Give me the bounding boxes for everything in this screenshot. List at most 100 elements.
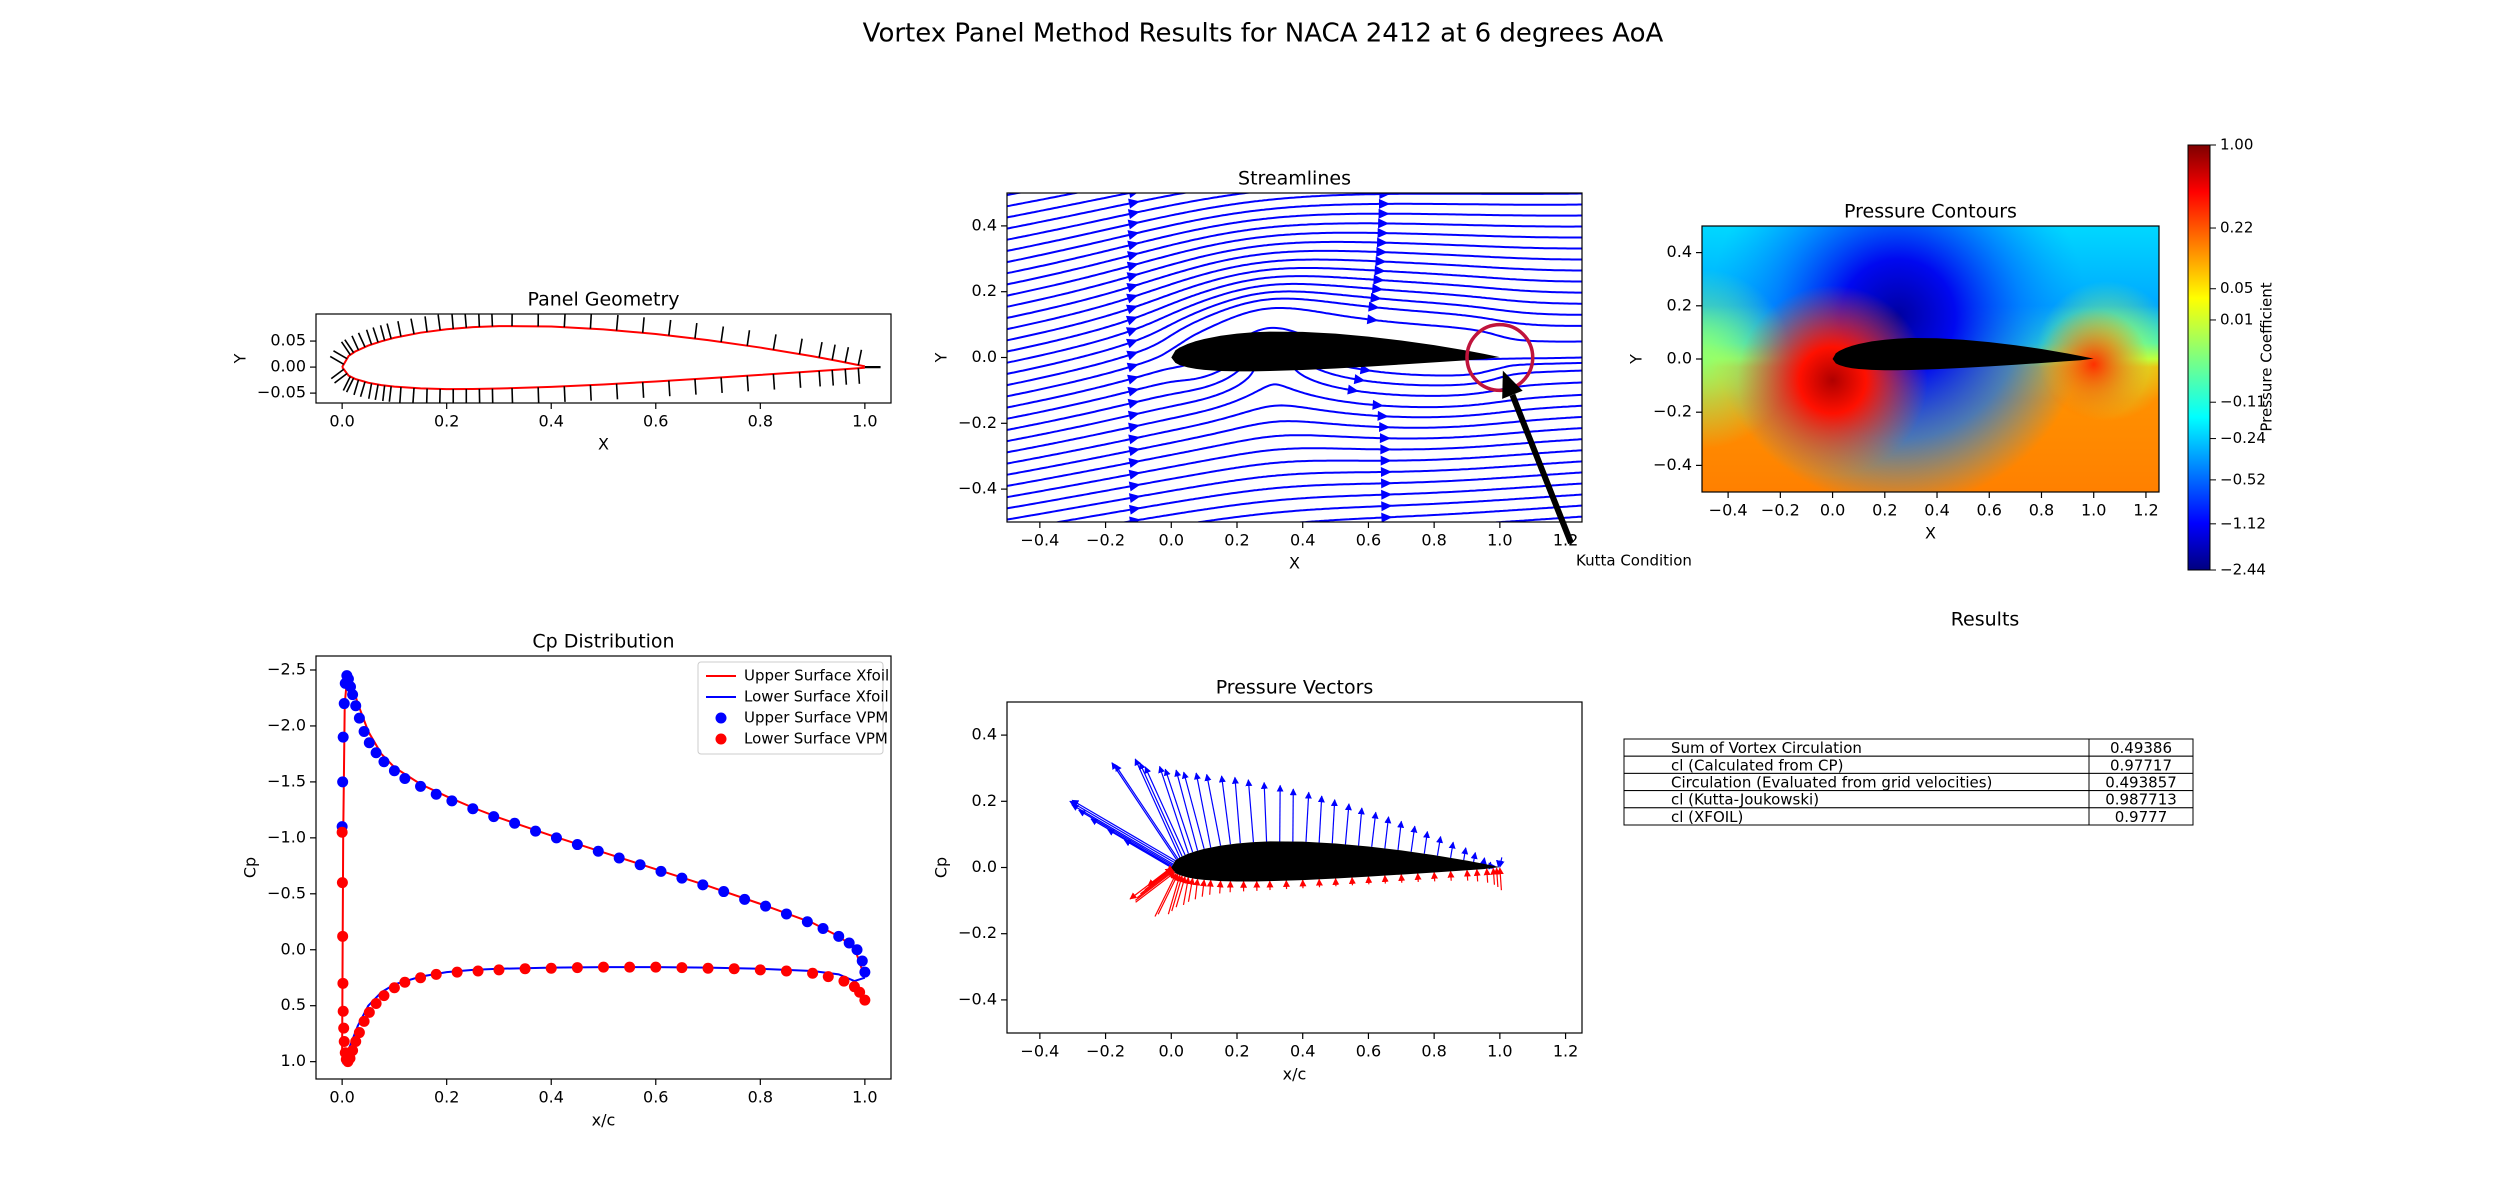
annotation-arrow — [1509, 393, 1574, 545]
data-point — [347, 689, 359, 701]
pressure-vector — [1216, 880, 1224, 894]
y-axis-label: Cp — [241, 857, 260, 878]
pressure-vector — [1090, 818, 1173, 867]
y-tick-label: 0.4 — [972, 725, 997, 744]
panel-normal — [379, 325, 386, 341]
data-point — [854, 986, 866, 998]
panel-normal — [351, 335, 360, 351]
pressure-vector — [1304, 791, 1312, 842]
pressure-vector — [1461, 847, 1469, 861]
stream-arrow — [1378, 198, 1390, 209]
y-tick-label: −0.4 — [1653, 455, 1692, 474]
pressure-vector — [1134, 758, 1181, 858]
data-point — [388, 982, 400, 994]
y-axis-label: Cp — [932, 857, 951, 878]
x-tick-label: 0.0 — [1820, 501, 1845, 520]
pressure-vector — [1431, 871, 1439, 882]
streamline — [1007, 202, 1582, 264]
data-point — [430, 968, 442, 980]
data-point — [838, 975, 850, 987]
x-tick-label: 0.8 — [748, 1088, 773, 1107]
stream-arrow — [1126, 282, 1139, 293]
table-value: 0.493857 — [2105, 774, 2177, 792]
y-tick-label: −0.5 — [267, 883, 306, 902]
data-point — [399, 976, 411, 988]
panel-normal — [353, 379, 360, 396]
data-point — [446, 795, 458, 807]
colorbar-tick-label: 0.22 — [2220, 219, 2253, 237]
pressure-vector — [1107, 828, 1172, 868]
chart-title: Panel Geometry — [527, 289, 679, 311]
panel-normal — [857, 349, 863, 366]
streamline — [1007, 460, 1582, 521]
legend-box — [697, 661, 884, 755]
panel-normal — [478, 314, 481, 327]
data-point — [817, 922, 829, 934]
panel-normal — [798, 338, 803, 355]
streamline — [1007, 404, 1582, 465]
data-point — [613, 852, 625, 864]
panel-normal — [424, 316, 428, 332]
results-table: Sum of Vortex Circulation 0.49386 cl (Calc… — [1623, 738, 2194, 826]
x-tick-label: 0.8 — [1421, 1042, 1446, 1061]
stream-arrow — [1372, 399, 1384, 410]
stream-arrow — [1381, 501, 1393, 512]
panel-normal — [615, 314, 619, 331]
data-point — [337, 776, 349, 788]
y-tick-label: −2.5 — [267, 659, 306, 678]
table-value: 0.97717 — [2110, 756, 2172, 774]
airfoil — [1171, 331, 1500, 372]
colorbar-tick-label: 1.00 — [2220, 136, 2253, 154]
panel-normal — [641, 317, 645, 333]
stream-arrow — [1380, 478, 1393, 489]
data-point — [739, 893, 751, 905]
x-tick-label: 0.8 — [748, 412, 773, 431]
pressure-vector — [1193, 878, 1201, 900]
data-point — [363, 737, 375, 749]
y-tick-label: 0.4 — [1667, 242, 1692, 261]
pressure-vector — [1344, 803, 1352, 845]
panel-normal — [491, 314, 494, 327]
x-tick-label: 0.2 — [434, 1088, 459, 1107]
data-point — [859, 994, 871, 1006]
pressure-vector — [1071, 799, 1176, 862]
pressure-vector — [1497, 857, 1505, 868]
streamline — [1120, 482, 1582, 522]
pressure-vector — [1206, 879, 1214, 895]
x-tick-label: 0.8 — [2029, 501, 2054, 520]
x-tick-label: −0.2 — [1086, 1042, 1125, 1061]
data-point — [337, 930, 349, 942]
panel-normal — [668, 319, 672, 336]
stream-arrow — [1374, 265, 1386, 276]
streamline — [1007, 258, 1582, 331]
streamline — [1007, 193, 1135, 219]
stream-arrow — [1127, 251, 1139, 261]
data-point — [337, 731, 349, 743]
colorbar-tick-label: −0.24 — [2220, 429, 2266, 447]
data-point — [697, 879, 709, 891]
data-point — [856, 955, 868, 967]
pressure-vector — [1479, 857, 1487, 865]
pressure-vector — [1485, 861, 1493, 870]
panel-normal — [818, 341, 823, 358]
pressure-vector — [1496, 867, 1504, 891]
data-point — [350, 1036, 362, 1048]
pressure-vector — [1384, 816, 1392, 849]
streamline — [1007, 231, 1582, 297]
stream-arrow — [1353, 374, 1366, 385]
data-point — [702, 962, 714, 974]
pressure-vector — [1187, 877, 1195, 902]
x-tick-label: 1.0 — [1487, 1042, 1512, 1061]
data-point — [545, 962, 557, 974]
panel: Kutta Condition −0.4 −0.2 0.0 0.2 0.4 0.6 0.8 1.… — [932, 168, 1692, 573]
data-point — [571, 962, 583, 974]
y-tick-label: 0.0 — [1667, 349, 1692, 368]
panel-normal — [329, 355, 345, 365]
pressure-vector — [1135, 870, 1175, 901]
panel-normal — [746, 330, 751, 346]
pressure-vector — [1490, 867, 1498, 885]
data-point — [571, 839, 583, 851]
panel-normal — [563, 386, 566, 402]
data-point — [650, 961, 662, 973]
legend-label: Upper Surface VPM — [744, 709, 888, 727]
